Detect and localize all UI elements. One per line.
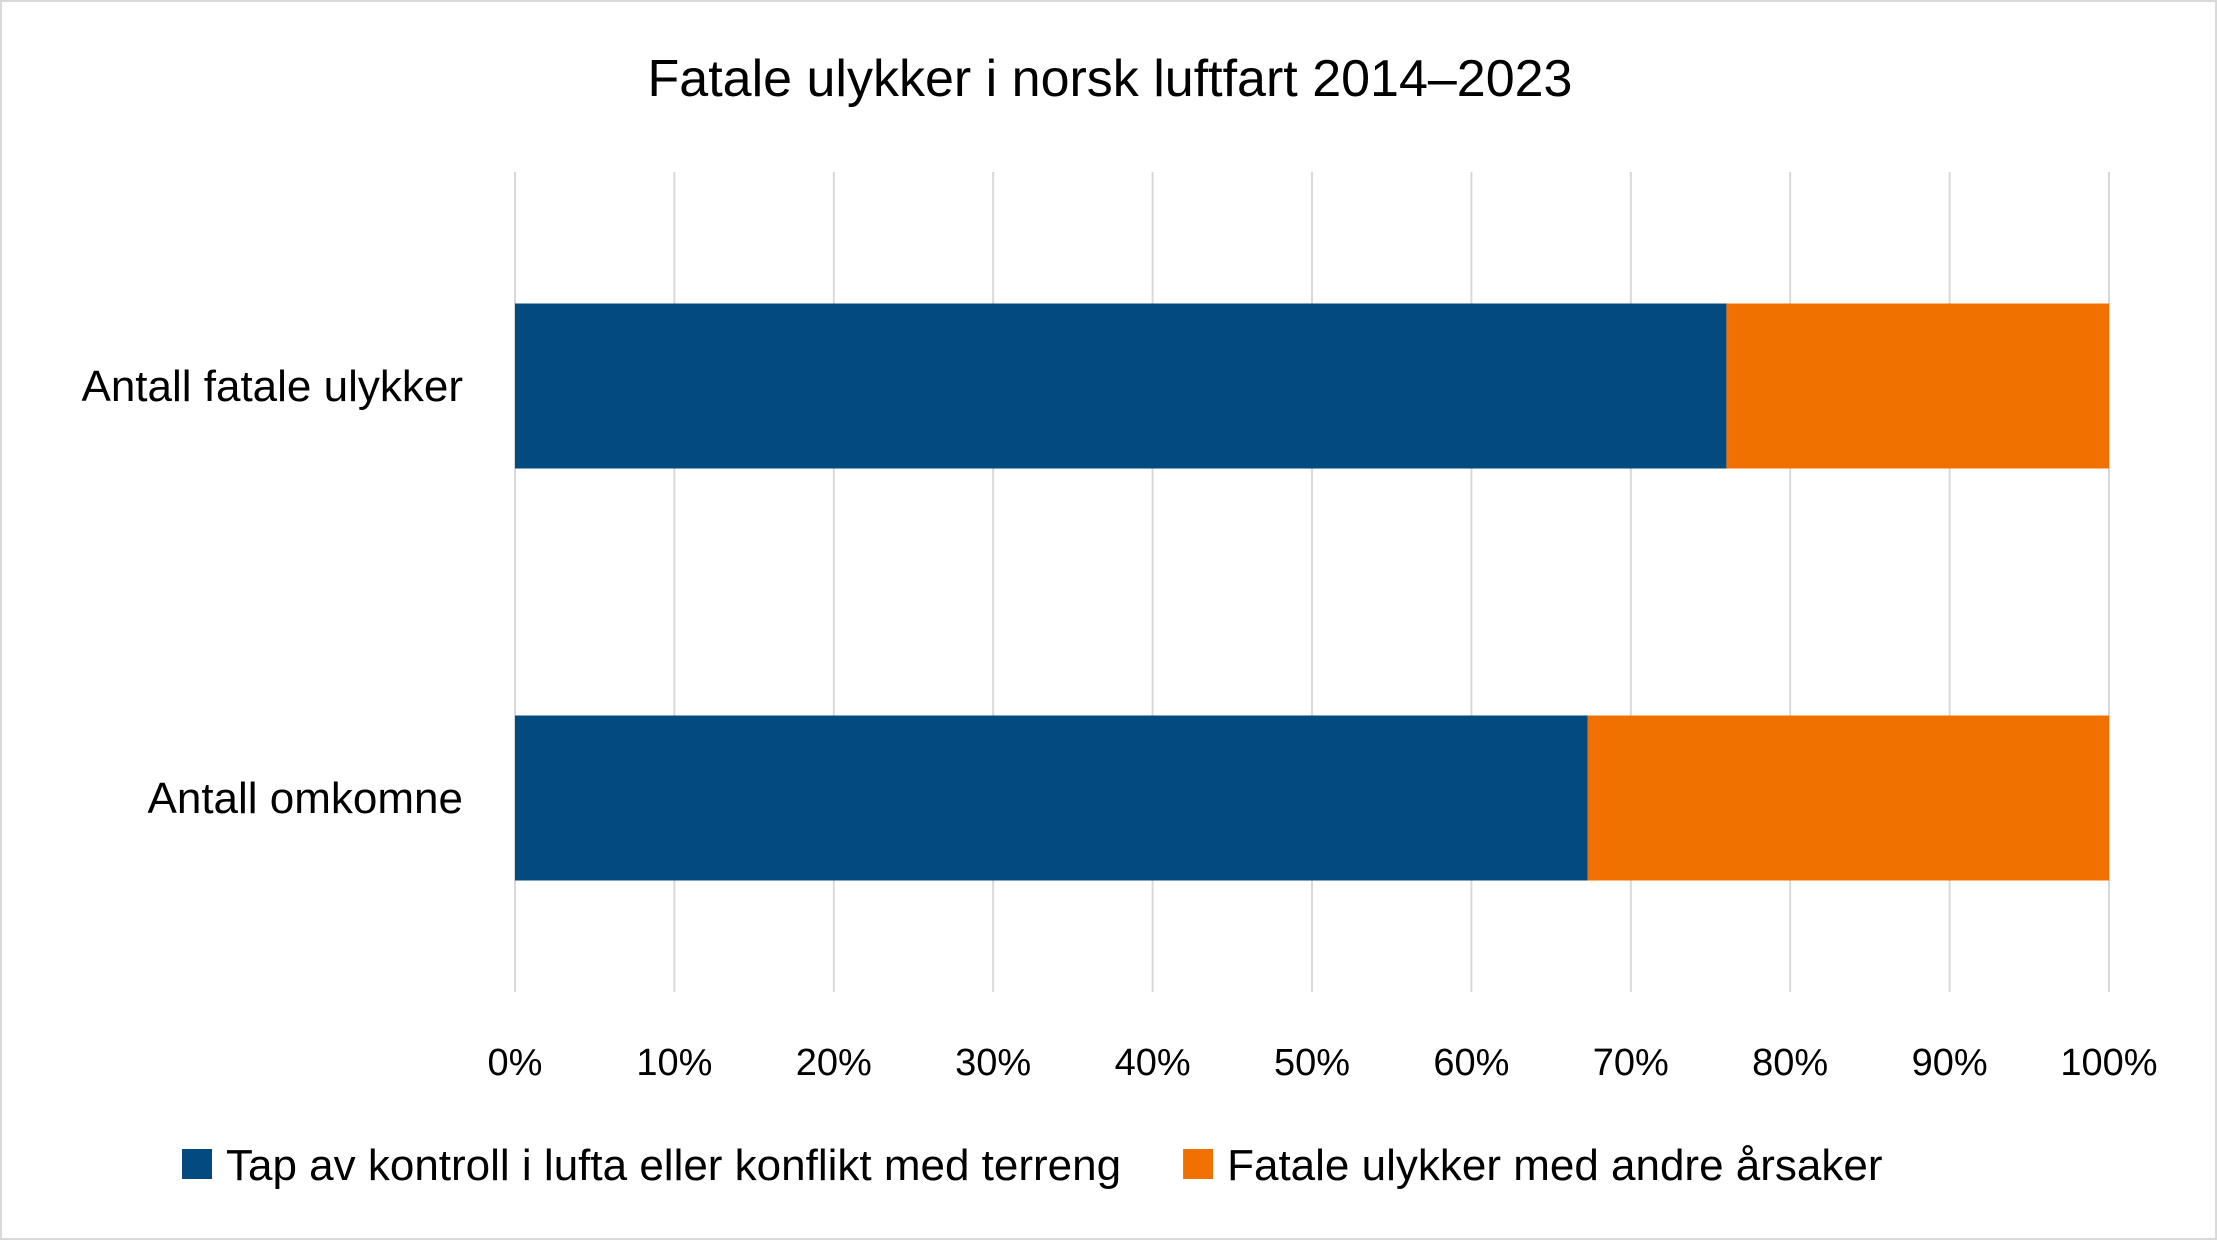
x-tick-label: 90% bbox=[1912, 1042, 1988, 1084]
legend: Tap av kontroll i lufta eller konflikt m… bbox=[182, 1141, 1883, 1190]
x-tick-label: 50% bbox=[1274, 1042, 1350, 1084]
x-tick-label: 0% bbox=[488, 1042, 543, 1084]
x-axis-tick-labels: 0% 10% 20% 30% 40% 50% 60% 70% 80% 90% 100% bbox=[488, 1042, 2158, 1084]
bar-segment bbox=[1726, 303, 2109, 469]
chart-title: Fatale ulykker i norsk luftfart 2014–202… bbox=[648, 50, 1573, 108]
legend-label: Tap av kontroll i lufta eller konflikt m… bbox=[226, 1141, 1121, 1190]
x-tick-label: 80% bbox=[1752, 1042, 1828, 1084]
legend-swatch bbox=[1183, 1149, 1214, 1179]
x-tick-label: 40% bbox=[1115, 1042, 1191, 1084]
legend-label: Fatale ulykker med andre årsaker bbox=[1227, 1141, 1882, 1190]
x-tick-label: 10% bbox=[636, 1042, 712, 1084]
legend-swatch bbox=[182, 1149, 212, 1179]
category-labels: Antall fatale ulykker Antall omkomne bbox=[81, 362, 463, 823]
x-tick-label: 60% bbox=[1433, 1042, 1509, 1084]
x-tick-label: 30% bbox=[955, 1042, 1031, 1084]
x-tick-label: 100% bbox=[2060, 1042, 2157, 1084]
bar-segment bbox=[1587, 715, 2109, 881]
x-tick-label: 70% bbox=[1593, 1042, 1669, 1084]
x-tick-label: 20% bbox=[796, 1042, 872, 1084]
category-label: Antall fatale ulykker bbox=[81, 362, 463, 411]
bar-segment bbox=[515, 303, 1727, 469]
bar-segment bbox=[515, 715, 1588, 881]
bars bbox=[515, 303, 2109, 881]
category-label: Antall omkomne bbox=[148, 774, 463, 823]
